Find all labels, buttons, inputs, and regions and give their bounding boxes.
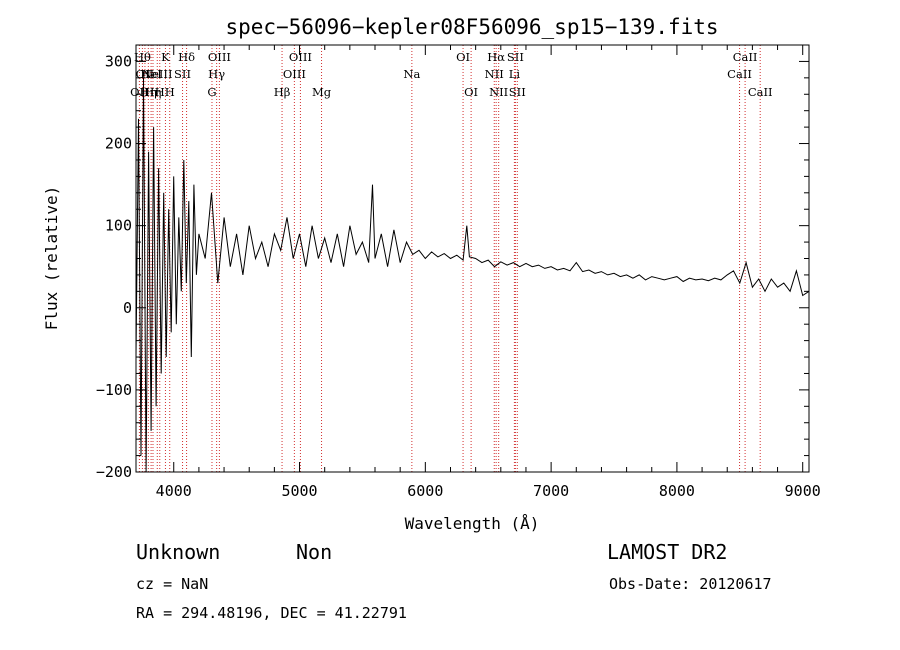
spectrum-series-line <box>135 77 810 473</box>
y-tick-label: −100 <box>96 381 132 399</box>
y-tick-label: 100 <box>105 217 132 235</box>
object-class: Unknown <box>136 540 221 564</box>
spectral-line-label: H <box>165 85 175 99</box>
spectral-line-label: OI <box>456 50 470 64</box>
spectral-line-label: Hα <box>487 50 505 64</box>
spectral-line-label: Hη <box>140 85 157 99</box>
spectral-line-label: Hβ <box>274 85 291 99</box>
x-tick-label: 8000 <box>659 482 695 500</box>
survey-name: LAMOST DR2 <box>607 540 728 564</box>
spectral-line-label: NeIII <box>142 67 173 81</box>
coordinates: RA = 294.48196, DEC = 41.22791 <box>136 604 407 622</box>
spectral-line-label: Hθ <box>134 50 151 64</box>
spectral-line-label: NII <box>489 85 508 99</box>
spectral-line-label: NII <box>485 67 504 81</box>
spectral-line-label: SII <box>507 50 524 64</box>
x-tick-label: 6000 <box>407 482 443 500</box>
plot-frame <box>135 44 810 473</box>
spectral-line-label: SII <box>174 67 191 81</box>
spectral-line-labels: OIIHθOIIHηHeIHηNeIIIHKHSIIHδGHγOIIIHβOII… <box>130 50 772 99</box>
y-tick-label: 0 <box>123 299 132 317</box>
y-tick-label: 200 <box>105 135 132 153</box>
spectral-line-label: SII <box>509 85 526 99</box>
x-tick-label: 5000 <box>281 482 317 500</box>
redshift-value: cz = NaN <box>136 575 209 593</box>
x-axis-ticks: 4000 5000 6000 7000 8000 9000 <box>156 45 821 500</box>
spectral-line-label: Mg <box>312 85 332 99</box>
spectral-line-label: K <box>161 50 170 64</box>
spectral-line-label: OIII <box>283 67 306 81</box>
chart-title: spec−56096−kepler08F56096_sp15−139.fits <box>225 15 718 39</box>
y-axis-label: Flux (relative) <box>42 186 61 331</box>
spectral-line-label: Na <box>403 67 420 81</box>
y-axis-ticks: −200 −100 0 100 200 300 <box>96 52 809 481</box>
x-tick-label: 9000 <box>785 482 821 500</box>
spectral-line-label: H <box>155 85 165 99</box>
spectral-line-label: Li <box>509 67 521 81</box>
spectral-line-label: CaII <box>727 67 752 81</box>
x-tick-label: 7000 <box>533 482 569 500</box>
object-subclass: Non <box>296 540 333 564</box>
spectral-line-label: CaII <box>733 50 758 64</box>
y-tick-label: 300 <box>105 52 132 70</box>
x-tick-label: 4000 <box>156 482 192 500</box>
spectral-line-label: OI <box>464 85 478 99</box>
spectral-line-label: Hδ <box>178 50 195 64</box>
spectral-line-label: OIII <box>289 50 312 64</box>
spectral-line-label: Hγ <box>208 67 225 81</box>
x-axis-label: Wavelength (Å) <box>405 514 540 533</box>
spectral-line-label: G <box>207 85 216 99</box>
spectral-line-label: HeI <box>140 67 161 81</box>
y-tick-label: −200 <box>96 463 132 481</box>
spectral-line-label: OIII <box>208 50 231 64</box>
spectral-line-label: Hη <box>145 85 162 99</box>
obs-date: Obs-Date: 20120617 <box>609 575 772 593</box>
spectral-line-label: CaII <box>748 85 773 99</box>
